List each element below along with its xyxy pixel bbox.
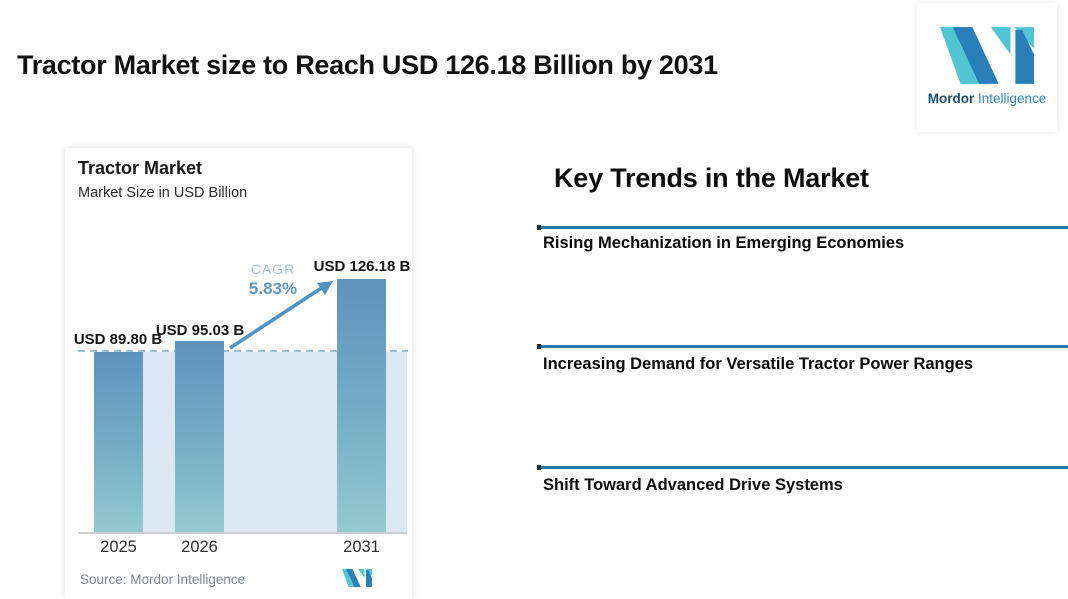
trend-divider-3 <box>537 465 1068 470</box>
dashed-line <box>78 350 408 352</box>
mini-mordor-logo-icon <box>342 569 372 587</box>
value-label-2026: USD 95.03 B <box>155 322 245 339</box>
value-label-2025: USD 89.80 B <box>73 331 163 348</box>
trend-item-1: Rising Mechanization in Emerging Economi… <box>543 234 905 252</box>
trend-item-2: Increasing Demand for Versatile Tractor … <box>543 355 974 373</box>
bar-2026 <box>175 341 224 532</box>
trend-divider-1 <box>537 225 1068 230</box>
cagr-arrow-icon <box>229 281 333 350</box>
brand-mordor: Mordor <box>927 91 975 106</box>
x-tick-2031: 2031 <box>343 538 380 556</box>
cagr-label: CAGR <box>250 261 296 277</box>
chart-title: Tractor Market <box>78 158 203 178</box>
trend-divider-2 <box>537 344 1068 349</box>
mordor-brand-text: Mordor Intelligence <box>917 91 1057 106</box>
value-label-2031: USD 126.18 B <box>313 258 411 275</box>
key-trends-heading: Key Trends in the Market <box>554 163 869 193</box>
bar-2031 <box>337 279 386 532</box>
source-note: Source: Mordor Intelligence <box>80 572 245 587</box>
brand-intelligence: Intelligence <box>977 91 1047 106</box>
page-title: Tractor Market size to Reach USD 126.18 … <box>17 50 718 80</box>
cagr-value: 5.83% <box>248 279 298 298</box>
source-value: Mordor Intelligence <box>130 572 246 587</box>
chart-subtitle: Market Size in USD Billion <box>78 185 248 201</box>
x-axis-line <box>78 532 407 534</box>
mordor-logo-card: Mordor Intelligence <box>917 3 1057 132</box>
x-tick-2026: 2026 <box>181 538 218 556</box>
bar-2025 <box>94 352 143 532</box>
trend-item-3: Shift Toward Advanced Drive Systems <box>543 476 843 494</box>
mordor-logo-icon <box>940 27 1034 84</box>
source-label: Source: <box>80 572 127 587</box>
x-tick-2025: 2025 <box>100 538 137 556</box>
tractor-market-chart-card: Tractor Market Market Size in USD Billio… <box>65 148 412 599</box>
